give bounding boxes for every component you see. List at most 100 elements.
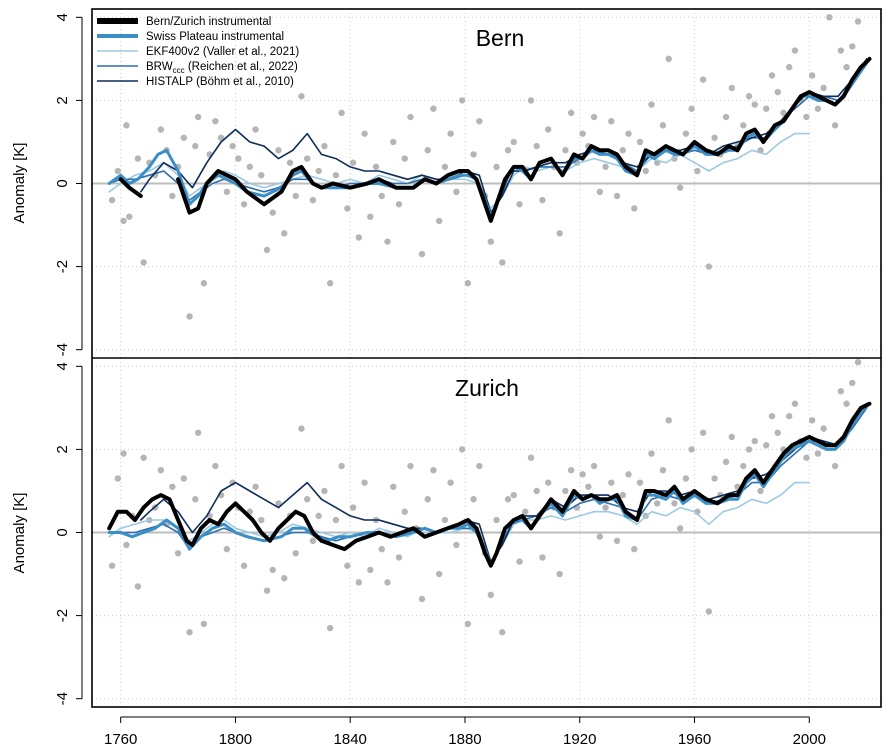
scatter-point [820,425,827,432]
scatter-point [602,504,609,511]
scatter-point [292,550,299,557]
scatter-point [476,117,483,125]
series-line [107,402,871,568]
x-axis: 1760 1800 1840 1880 1920 1960 2000 [104,716,826,748]
scatter-point [740,462,747,470]
y-tick-label: 4 [54,362,71,370]
scatter-point [395,201,403,208]
scatter-point [682,475,690,482]
scatter-point [344,562,351,569]
panel-title: Zurich [455,375,519,401]
scatter-point [745,93,753,100]
scatter-point [401,508,408,515]
scatter-point [694,167,701,175]
scatter-point [774,429,781,436]
scatter-point [430,105,437,112]
scatter-point [476,462,483,470]
scatter-point [435,217,443,225]
scatter-point [447,479,454,486]
scatter-point [837,388,845,395]
scatter-point [533,142,540,150]
scatter-point [728,433,736,441]
scatter-point [464,620,472,628]
scatter-points [108,358,862,636]
scatter-point [361,130,368,137]
scatter-point [711,134,718,141]
scatter-point [453,541,460,549]
y-tick-label: 0 [54,528,71,536]
scatter-point [169,483,176,490]
legend-label: Bern/Zurich instrumental [146,16,271,28]
scatter-point [711,475,718,482]
series-line [108,407,868,567]
scatter-point [123,541,130,549]
x-tick-label: 1920 [563,731,596,748]
scatter-point [470,496,477,503]
scatter-point [837,47,845,54]
x-tick-label: 1760 [104,731,137,748]
series-line [107,401,872,568]
scatter-point [240,201,248,208]
scatter-point [384,579,391,586]
scatter-point [705,263,713,270]
scatter-point [418,595,426,603]
y-axis-label: Anomaly [K] [11,143,28,224]
scatter-point [659,466,667,474]
scatter-point [516,201,523,208]
scatter-point [192,142,199,150]
scatter-point [642,167,649,175]
scatter-point [378,192,385,200]
scatter-point [861,0,867,3]
panel-bern: Bern -4 -2 0 2 4 Anomaly [K] Bern/Zurich ins… [11,0,881,358]
scatter-point [854,358,862,366]
scatter-point [499,629,506,636]
scatter-point [562,147,569,154]
series-lines [107,401,872,568]
scatter-point [344,205,351,212]
scatter-point [849,43,856,50]
scatter-point [281,230,288,237]
scatter-point [493,516,500,524]
scatter-point [263,246,271,254]
scatter-point [108,196,116,204]
scatter-point [349,504,357,511]
series-line [118,177,143,198]
scatter-point [240,562,248,569]
scatter-point [814,105,822,112]
scatter-point [504,496,512,503]
scatter-point [246,163,253,171]
scatter-point [200,280,208,287]
scatter-point [814,450,822,457]
scatter-point [114,167,122,175]
scatter-point [722,458,730,466]
scatter-point [539,196,546,204]
y-tick-label: 2 [54,96,71,104]
x-tick-label: 2000 [793,731,826,748]
scatter-point [194,429,202,436]
scatter-point [654,500,661,507]
scatter-point [705,608,713,615]
scatter-point [757,487,764,495]
scatter-point [401,155,408,162]
y-axis-label: Anomaly [K] [11,493,28,574]
scatter-point [768,412,776,420]
scatter-point [258,516,265,524]
scatter-point [332,516,340,524]
scatter-point [418,250,426,258]
scatter-point [252,126,259,133]
scatter-point [648,450,655,457]
scatter-point [263,587,271,594]
scatter-point [751,437,758,445]
scatter-point [533,487,540,495]
scatter-point [803,113,810,121]
scatter-point [768,72,776,79]
scatter-point [676,525,684,532]
scatter-point [590,113,598,121]
scatter-point [281,575,288,582]
scatter-point [659,122,667,129]
scatter-point [326,624,334,632]
scatter-point [751,101,758,108]
legend: Bern/Zurich instrumental Swiss Plateau in… [97,16,299,88]
scatter-point [223,188,231,196]
